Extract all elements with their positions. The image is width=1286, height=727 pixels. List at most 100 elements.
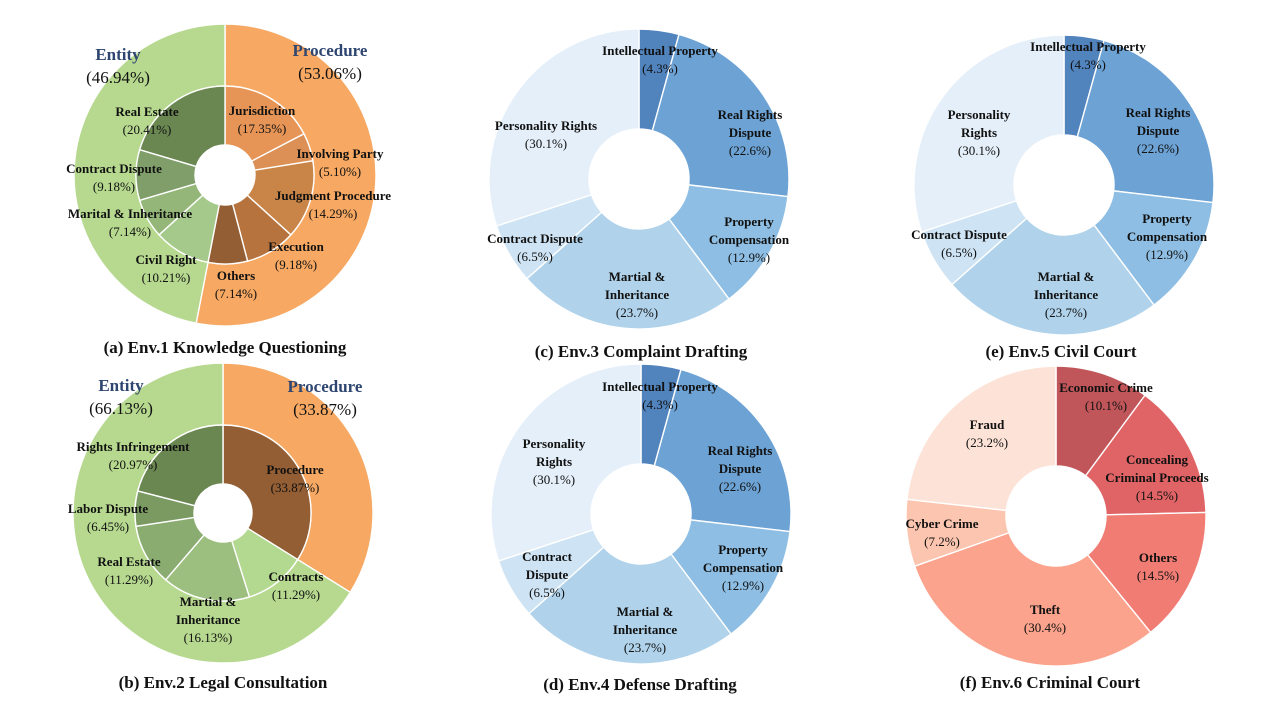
slice-personality-rights-label: Personality Rights xyxy=(495,118,597,133)
inner-contract-dispute-percent: (9.18%) xyxy=(93,179,135,194)
inner-contracts-label: Contracts xyxy=(269,569,324,584)
outer-procedure-label: Procedure xyxy=(293,41,368,60)
inner-real-estate-percent: (20.41%) xyxy=(123,122,172,137)
chart-a: Procedure (53.06%) Entity (46.94%) Jurisdict… xyxy=(66,23,391,357)
inner-civil-right-percent: (10.21%) xyxy=(142,270,191,285)
inner-marital-and-inheritance-percent: (7.14%) xyxy=(109,224,151,239)
slice-property-compensation-label: Compensation xyxy=(1127,229,1208,244)
inner-martial-and-inheritance-label: Martial & xyxy=(180,594,237,609)
inner-martial-and-inheritance-percent: (16.13%) xyxy=(184,630,233,645)
slice-cyber-crime-label: Cyber Crime xyxy=(905,516,978,531)
slice-personality-rights-percent: (30.1%) xyxy=(525,136,567,151)
inner-martial-and-inheritance-label: Inheritance xyxy=(176,612,241,627)
inner-procedure-label: Procedure xyxy=(266,462,324,477)
slice-intellectual-property-percent: (4.3%) xyxy=(642,61,678,76)
slice-martial-and-inheritance-percent: (23.7%) xyxy=(1045,305,1087,320)
slice-others-percent: (14.5%) xyxy=(1137,568,1179,583)
caption-b: (b) Env.2 Legal Consultation xyxy=(119,673,328,692)
inner-real-estate-label: Real Estate xyxy=(115,104,178,119)
slice-property-compensation-percent: (12.9%) xyxy=(1146,247,1188,262)
donut-slice-personality-rights xyxy=(913,34,1065,233)
donut-slice-real-rights-dispute xyxy=(653,368,792,533)
slice-personality-rights-label: Rights xyxy=(961,125,997,140)
slice-personality-rights-label: Rights xyxy=(536,454,572,469)
slice-martial-and-inheritance-label: Inheritance xyxy=(613,622,678,637)
slice-property-compensation-label: Compensation xyxy=(703,560,784,575)
caption-f: (f) Env.6 Criminal Court xyxy=(960,673,1141,692)
slice-contract-dispute-percent: (6.5%) xyxy=(941,245,977,260)
donut-slice-martial-and-inheritance xyxy=(525,211,730,330)
inner-contract-dispute-label: Contract Dispute xyxy=(66,161,162,176)
donut-hole xyxy=(195,145,255,205)
outer-procedure-percent: (33.87%) xyxy=(293,400,357,419)
inner-marital-and-inheritance-label: Marital & Inheritance xyxy=(68,206,192,221)
donut-slice-concealing-criminal-proceeds xyxy=(1084,394,1207,516)
slice-property-compensation-percent: (12.9%) xyxy=(722,578,764,593)
donut-slice-fraud xyxy=(906,365,1057,512)
donut-slice-personality-rights xyxy=(490,363,642,562)
slice-economic-crime-label: Economic Crime xyxy=(1059,380,1153,395)
inner-jurisdiction-percent: (17.35%) xyxy=(238,121,287,136)
slice-theft-percent: (30.4%) xyxy=(1024,620,1066,635)
donut-slice-property-compensation xyxy=(668,184,789,300)
slice-theft-label: Theft xyxy=(1030,602,1061,617)
slice-real-rights-dispute-percent: (22.6%) xyxy=(729,143,771,158)
outer-entity-percent: (46.94%) xyxy=(86,68,150,87)
slice-martial-and-inheritance-label: Martial & xyxy=(609,269,666,284)
inner-others-percent: (7.14%) xyxy=(215,286,257,301)
chart-f: Economic Crime (10.1%) Concealing Criminal … xyxy=(905,365,1209,692)
inner-involving-party-label: Involving Party xyxy=(296,146,384,161)
slice-fraud-label: Fraud xyxy=(970,417,1005,432)
inner-jurisdiction-label: Jurisdiction xyxy=(229,103,296,118)
caption-a: (a) Env.1 Knowledge Questioning xyxy=(104,338,347,357)
inner-labor-dispute-percent: (6.45%) xyxy=(87,519,129,534)
slice-personality-rights-label: Personality xyxy=(523,436,586,451)
donut-slice-theft xyxy=(913,531,1152,667)
slice-contract-dispute-label: Dispute xyxy=(526,567,569,582)
slice-contract-dispute-percent: (6.5%) xyxy=(529,585,565,600)
slice-intellectual-property-percent: (4.3%) xyxy=(642,397,678,412)
slice-property-compensation-label: Compensation xyxy=(709,232,790,247)
inner-involving-party-percent: (5.10%) xyxy=(319,164,361,179)
inner-procedure-percent: (33.87%) xyxy=(271,480,320,495)
slice-concealing-criminal-proceeds-label: Criminal Proceeds xyxy=(1105,470,1208,485)
caption-d: (d) Env.4 Defense Drafting xyxy=(543,675,737,694)
inner-real-estate-label: Real Estate xyxy=(97,554,160,569)
slice-contract-dispute-percent: (6.5%) xyxy=(517,249,553,264)
outer-entity-label: Entity xyxy=(98,376,144,395)
slice-property-compensation-label: Property xyxy=(1142,211,1192,226)
slice-personality-rights-label: Personality xyxy=(948,107,1011,122)
slice-concealing-criminal-proceeds-percent: (14.5%) xyxy=(1136,488,1178,503)
inner-labor-dispute-label: Labor Dispute xyxy=(68,501,149,516)
inner-rights-infringement-label: Rights Infringement xyxy=(76,439,190,454)
slice-economic-crime-percent: (10.1%) xyxy=(1085,398,1127,413)
inner-slice-real-estate xyxy=(138,85,226,168)
slice-concealing-criminal-proceeds-label: Concealing xyxy=(1126,452,1189,467)
donut-slice-others xyxy=(1086,511,1207,634)
inner-real-estate-percent: (11.29%) xyxy=(105,572,153,587)
slice-real-rights-dispute-percent: (22.6%) xyxy=(719,479,761,494)
donut-slice-martial-and-inheritance xyxy=(527,546,732,665)
inner-civil-right-label: Civil Right xyxy=(135,252,197,267)
slice-property-compensation-label: Property xyxy=(724,214,774,229)
inner-judgment-procedure-percent: (14.29%) xyxy=(309,206,358,221)
inner-execution-label: Execution xyxy=(268,239,324,254)
slice-fraud-percent: (23.2%) xyxy=(966,435,1008,450)
slice-martial-and-inheritance-percent: (23.7%) xyxy=(616,305,658,320)
outer-procedure-percent: (53.06%) xyxy=(298,64,362,83)
donut-slice-property-compensation xyxy=(1093,190,1214,306)
donut-slice-property-compensation xyxy=(670,519,791,635)
outer-entity-percent: (66.13%) xyxy=(89,399,153,418)
outer-procedure-label: Procedure xyxy=(288,377,363,396)
chart-c: Intellectual Property (4.3%) Real Rights Di… xyxy=(487,28,790,361)
slice-contract-dispute-label: Contract Dispute xyxy=(487,231,583,246)
inner-execution-percent: (9.18%) xyxy=(275,257,317,272)
caption-e: (e) Env.5 Civil Court xyxy=(985,342,1136,361)
slice-martial-and-inheritance-percent: (23.7%) xyxy=(624,640,666,655)
inner-others-label: Others xyxy=(217,268,255,283)
slice-real-rights-dispute-percent: (22.6%) xyxy=(1137,141,1179,156)
slice-intellectual-property-label: Intellectual Property xyxy=(602,379,718,394)
slice-personality-rights-percent: (30.1%) xyxy=(533,472,575,487)
slice-contract-dispute-label: Contract Dispute xyxy=(911,227,1007,242)
